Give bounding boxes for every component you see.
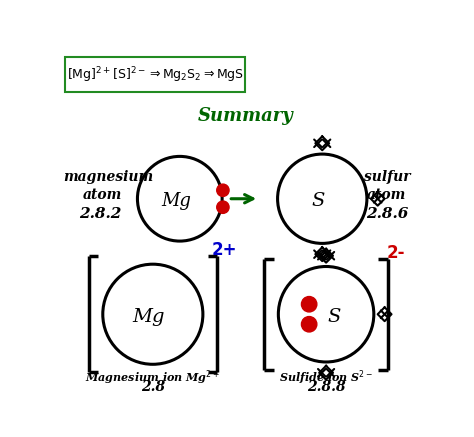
Circle shape <box>217 201 229 213</box>
Circle shape <box>301 316 317 332</box>
Text: 2.8.2: 2.8.2 <box>79 207 122 221</box>
Text: Mg: Mg <box>133 308 165 326</box>
Text: S: S <box>312 192 325 210</box>
Text: Summary: Summary <box>197 107 293 125</box>
Text: Sulfide ion S$^{2-}$: Sulfide ion S$^{2-}$ <box>279 368 373 387</box>
Text: 2.8.8: 2.8.8 <box>307 380 346 394</box>
Text: 2-: 2- <box>386 244 405 262</box>
Text: sulfur: sulfur <box>364 170 410 184</box>
Text: magnesium: magnesium <box>63 170 153 184</box>
Text: S: S <box>327 308 340 326</box>
Text: atom: atom <box>83 188 122 202</box>
Circle shape <box>301 297 317 312</box>
Circle shape <box>217 184 229 196</box>
Text: Mg: Mg <box>161 192 191 210</box>
Text: atom: atom <box>367 188 407 202</box>
Text: 2.8.6: 2.8.6 <box>366 207 408 221</box>
FancyBboxPatch shape <box>65 57 245 93</box>
Text: 2.8: 2.8 <box>141 380 165 394</box>
Text: 2+: 2+ <box>212 241 237 259</box>
Text: $[\mathrm{Mg}]^{2+}[\mathrm{S}]^{2-} \Rightarrow \mathrm{Mg_2S_2} \Rightarrow \m: $[\mathrm{Mg}]^{2+}[\mathrm{S}]^{2-} \Ri… <box>66 66 244 85</box>
Text: Magnesium ion Mg$^{2+}$: Magnesium ion Mg$^{2+}$ <box>85 368 220 387</box>
